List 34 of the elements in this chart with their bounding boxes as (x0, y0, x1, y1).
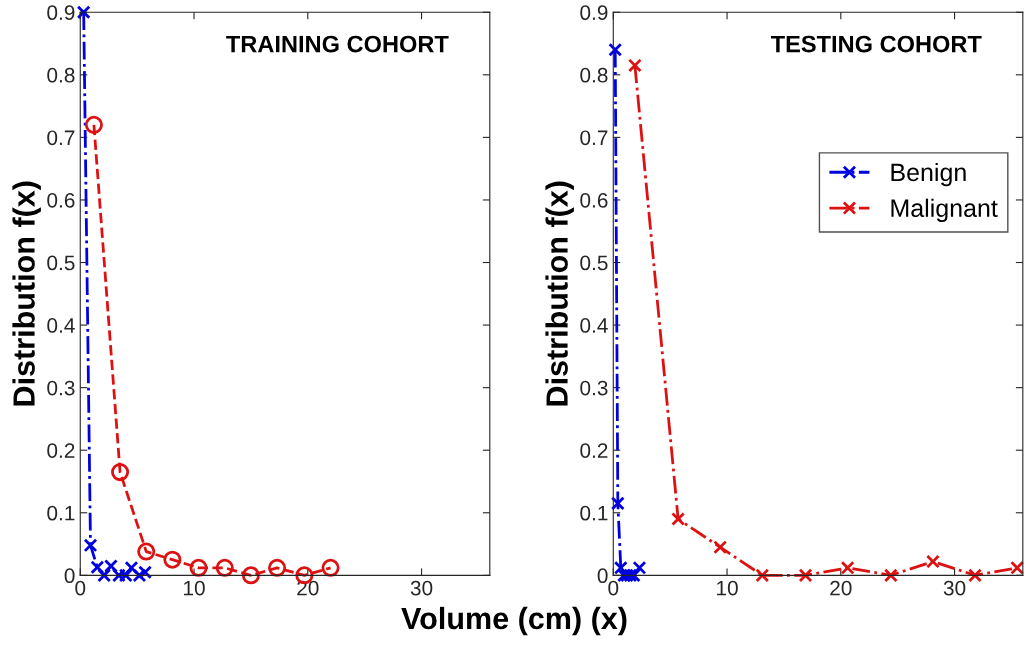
x-tick-label: 0 (75, 580, 86, 596)
x-tick-label: 30 (410, 580, 433, 596)
y-tick-label: 0.5 (580, 255, 608, 271)
y-tick-label: 0.7 (580, 130, 608, 146)
y-tick-label: 0 (64, 568, 75, 584)
legend-label: Malignant (891, 198, 998, 222)
text: TESTING COHORT (770, 35, 982, 53)
x-tick-label: 20 (830, 580, 852, 596)
y-tick-label: 0.1 (580, 505, 608, 521)
x-tick-label: 10 (184, 580, 205, 596)
x-tick-label: 10 (717, 580, 738, 596)
y-tick-label: 0.5 (47, 255, 75, 271)
y-tick-label: 0.9 (47, 5, 75, 21)
y-tick-label: 0.7 (47, 130, 75, 146)
y-tick-label: 0.6 (47, 192, 75, 208)
y-axis-title: Distribution f(x) (12, 181, 41, 406)
y-tick-label: 0.8 (580, 67, 608, 83)
y-tick-label: 0.3 (47, 380, 75, 396)
y-tick-label: 0.2 (47, 443, 75, 458)
legend-label: Benign (891, 162, 966, 187)
text: TRAINING COHORT (226, 35, 449, 53)
x-axis-title: Volume (cm) (x) (401, 606, 627, 636)
y-tick-label: 0.8 (47, 67, 75, 83)
y-tick-label: 0.4 (47, 318, 75, 333)
y-axis-title: Distribution f(x) (545, 181, 574, 406)
y-tick-label: 0.4 (580, 318, 608, 333)
y-tick-label: 0.2 (580, 443, 608, 458)
y-tick-label: 0.9 (580, 5, 608, 21)
y-tick-label: 0.3 (580, 380, 608, 396)
y-tick-label: 0.1 (47, 505, 75, 521)
x-tick-label: 0 (608, 580, 619, 596)
x-tick-label: 30 (943, 580, 966, 596)
y-tick-label: 0.6 (580, 192, 608, 208)
y-tick-label: 0 (597, 568, 608, 584)
